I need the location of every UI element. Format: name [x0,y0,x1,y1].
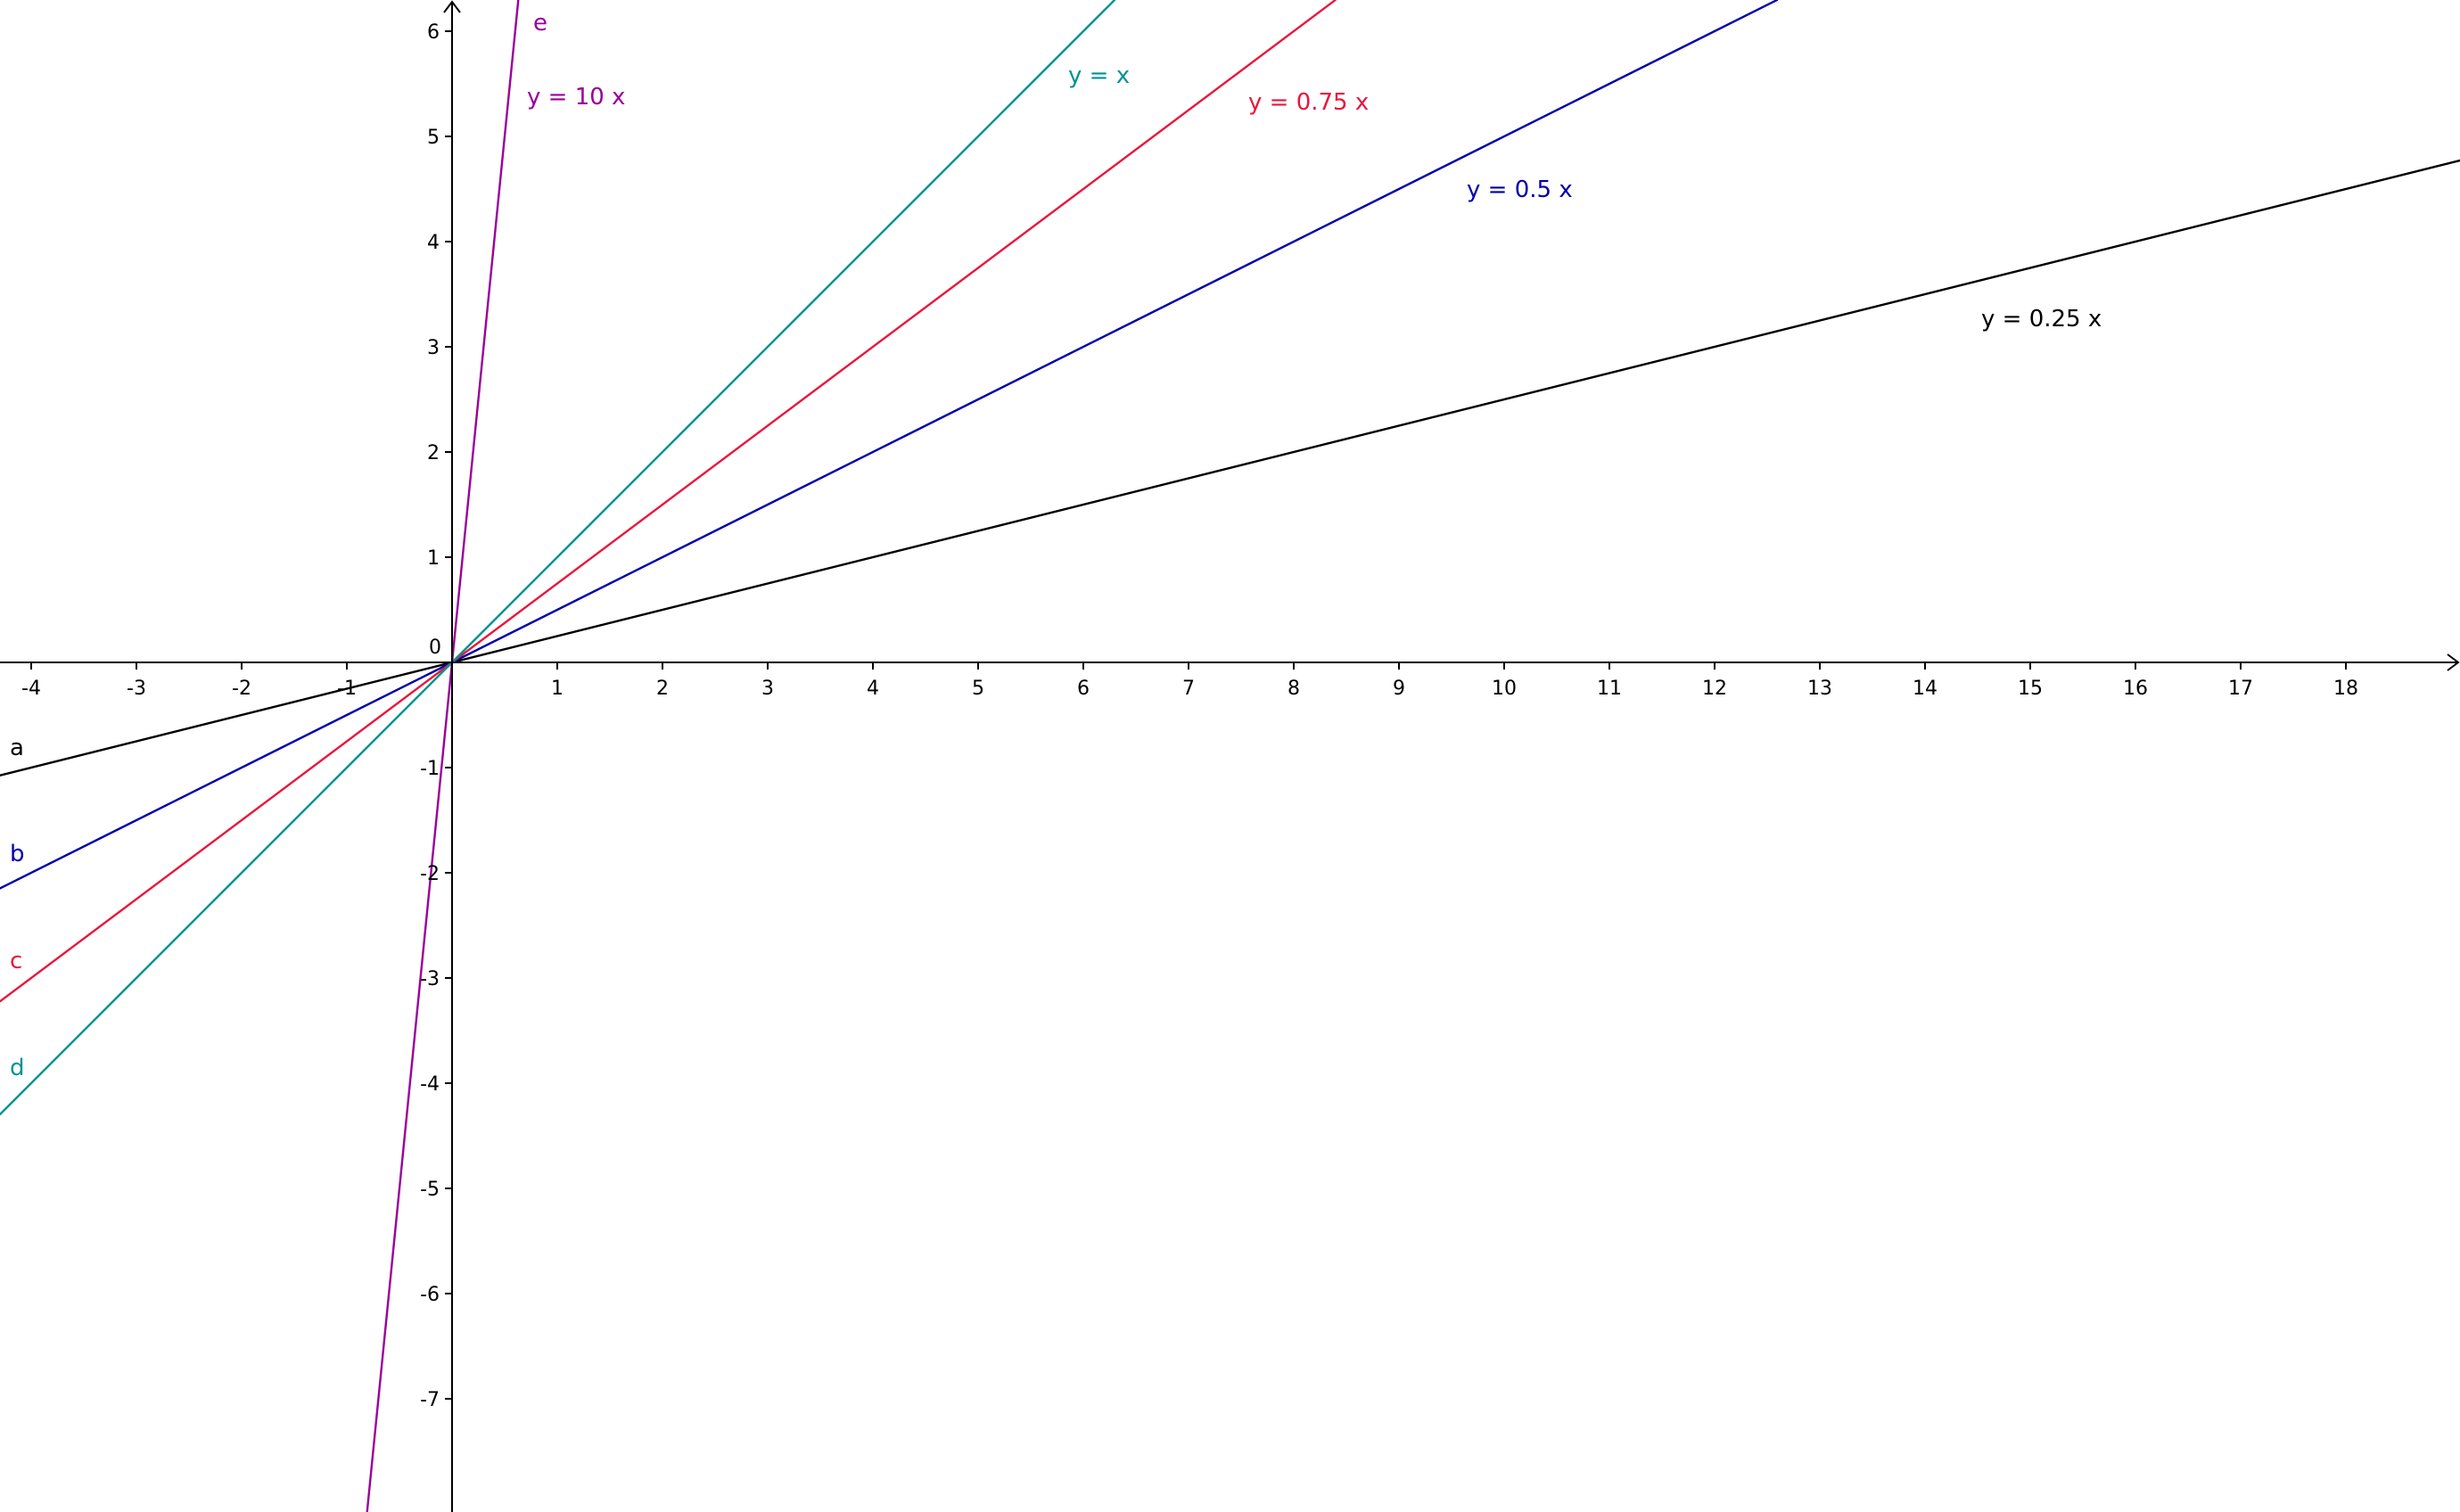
series-name-label: d [10,1055,25,1081]
x-axis-arrow-icon [2447,653,2460,671]
series-line-e [366,0,520,1512]
y-tick-label: 6 [427,21,440,44]
y-tick-label: 3 [427,337,440,359]
y-tick-label: 2 [427,442,440,464]
series-line-c [0,0,1337,1003]
x-tick-label: 12 [1702,678,1727,700]
origin-label: 0 [429,637,441,659]
x-tick-label: -4 [21,678,41,700]
x-tick-label: 17 [2228,678,2253,700]
series-name-label: e [533,10,547,37]
x-tick-label: 16 [2123,678,2148,700]
series-name-label: c [10,948,22,974]
x-tick-label: 14 [1913,678,1938,700]
series-equation-label: y = 0.25 x [1981,306,2102,333]
x-tick-label: 18 [2333,678,2358,700]
x-tick-label: -2 [232,678,251,700]
series-name-label: a [10,735,24,761]
axis-ticks: -4 -3 -2 -1 1 2 3 4 5 6 7 8 9 10 11 12 13 14 15 16 17 18-7-6-… [21,21,2358,1411]
y-tick-label: -2 [420,863,440,885]
x-tick-label: -1 [337,678,357,700]
series-labels: a y = 0.25 x b y = 0.5 x c y = 0.75 x d y = x e y… [10,10,2102,1081]
y-tick-label: -7 [420,1389,440,1411]
x-tick-label: 4 [867,678,879,700]
series-line-a [0,159,2460,777]
x-tick-label: 10 [1492,678,1517,700]
x-tick-label: 3 [761,678,774,700]
y-tick-label: 4 [427,232,440,254]
y-tick-label: -6 [420,1284,440,1306]
series-equation-label: y = 10 x [527,84,625,111]
y-axis-arrow-icon [443,0,461,13]
series-equation-label: y = x [1068,62,1130,89]
x-tick-label: 15 [2018,678,2043,700]
x-tick-label: -3 [127,678,146,700]
series-equation-label: y = 0.5 x [1467,177,1573,203]
y-tick-label: -1 [420,758,440,780]
y-tick-label: -3 [420,968,440,990]
series-line-d [0,0,1116,1116]
x-tick-label: 13 [1807,678,1832,700]
y-tick-label: -4 [420,1073,440,1096]
y-tick-label: 1 [427,547,440,570]
x-tick-label: 6 [1077,678,1090,700]
x-tick-label: 7 [1182,678,1195,700]
x-tick-label: 11 [1597,678,1622,700]
x-tick-label: 1 [551,678,564,700]
x-tick-label: 5 [972,678,984,700]
y-tick-label: 5 [427,127,440,149]
x-tick-label: 2 [656,678,669,700]
series-equation-label: y = 0.75 x [1248,89,1369,116]
x-tick-label: 9 [1393,678,1405,700]
series-line-b [0,0,1779,890]
x-tick-label: 8 [1288,678,1300,700]
series-name-label: b [10,841,25,867]
y-tick-label: -5 [420,1179,440,1201]
